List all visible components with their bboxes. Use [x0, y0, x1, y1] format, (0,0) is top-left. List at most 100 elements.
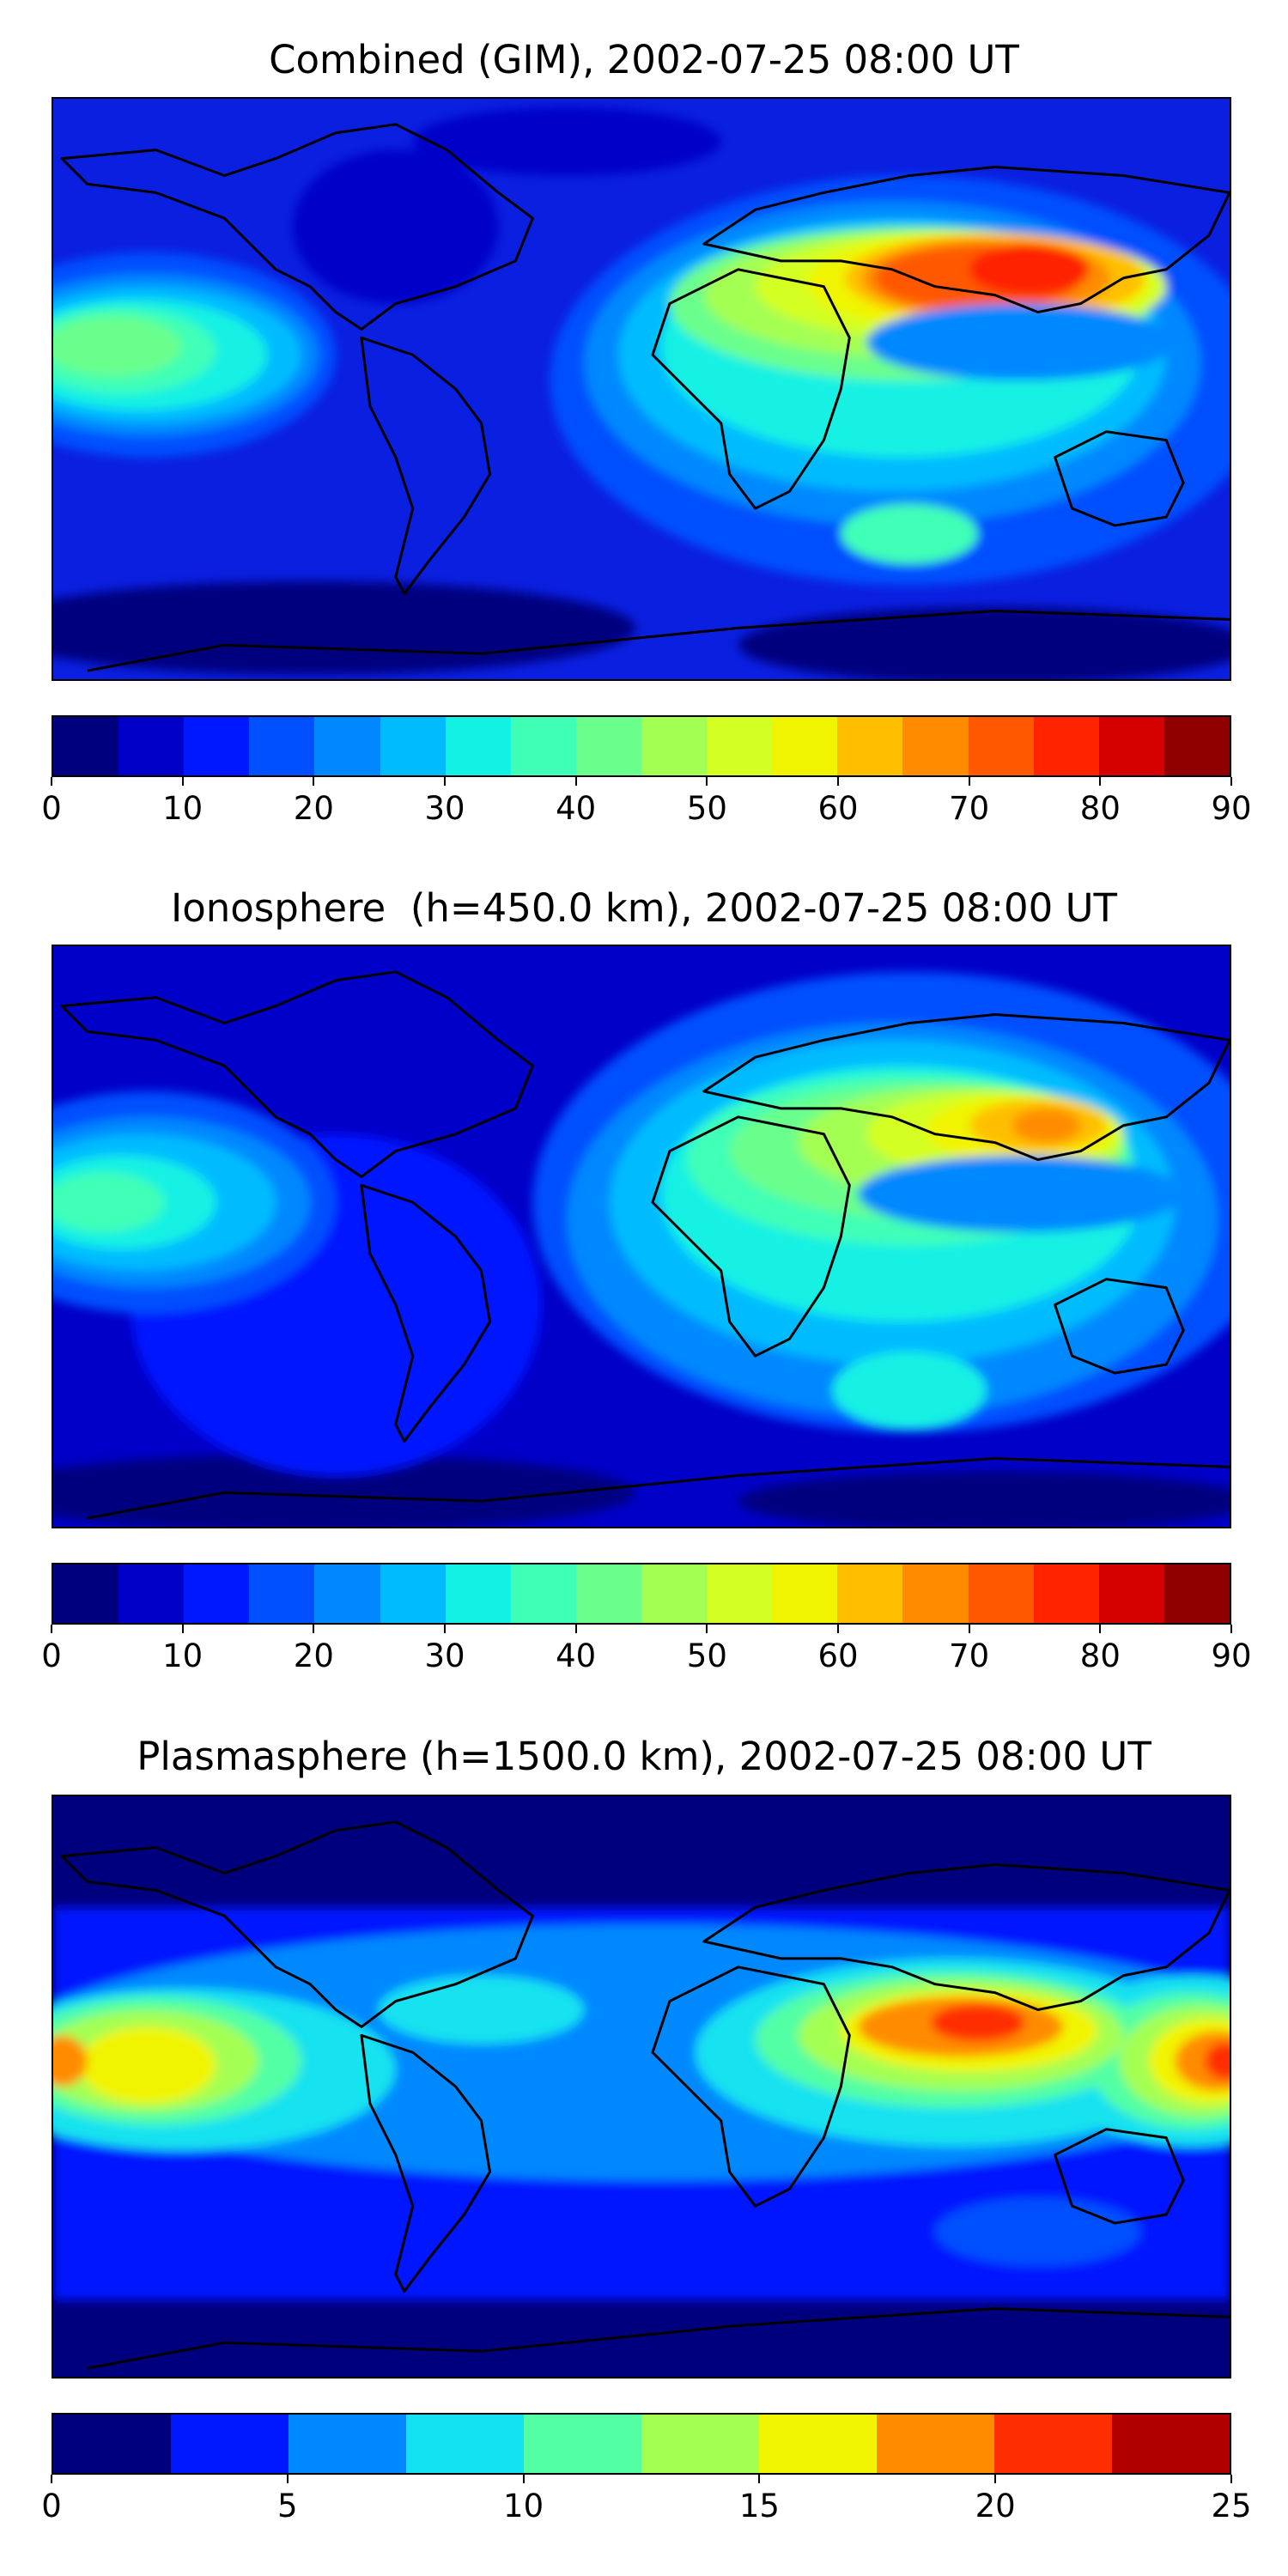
panel-title: Ionosphere (h=450.0 km), 2002-07-25 08:0… [170, 885, 1118, 931]
colorbar-segment [445, 1564, 511, 1623]
colorbar-segment [510, 1564, 576, 1623]
colorbar-tick-label: 20 [293, 1637, 334, 1674]
colorbar-segment [902, 717, 969, 775]
colorbar-tick-label: 25 [1211, 2488, 1252, 2524]
colorbar-tick-mark [1230, 777, 1232, 786]
colorbar-tick-mark [994, 2475, 997, 2483]
panel-title: Plasmasphere (h=1500.0 km), 2002-07-25 0… [137, 1734, 1151, 1779]
colorbar-segment [406, 2415, 524, 2473]
colorbar-tick-label: 20 [293, 790, 334, 827]
colorbar-tick-label: 80 [1079, 1637, 1121, 1674]
colorbar-segment [837, 717, 903, 775]
colorbar-tick-label: 10 [162, 1637, 204, 1674]
colorbar-segment [53, 1564, 119, 1623]
colorbar-tick-mark [444, 777, 446, 786]
colorbar-segment [1098, 717, 1164, 775]
colorbar-segment [759, 2415, 877, 2473]
colorbar-ticks: 0 5 10 15 20 25 [41, 2475, 1252, 2526]
colorbar-segment [1163, 717, 1230, 775]
colorbar-segment [510, 717, 576, 775]
colorbar-segment [118, 717, 185, 775]
colorbar-tick-label: 70 [949, 790, 990, 827]
colorbar [52, 1563, 1231, 1625]
colorbar-segment [445, 717, 511, 775]
colorbar-segment [289, 2415, 406, 2473]
colorbar-segment [772, 1564, 838, 1623]
colorbar-segment [575, 717, 641, 775]
colorbar-tick-mark [51, 2475, 52, 2483]
colorbar-tick-label: 50 [686, 1637, 727, 1674]
colorbar-segment [641, 1564, 708, 1623]
colorbar-ticks: 0 10 20 30 40 50 60 70 80 90 [41, 1625, 1252, 1676]
colorbar-tick-mark [968, 777, 970, 786]
colorbar-tick-label: 70 [949, 1637, 990, 1674]
colorbar-segment [1163, 1564, 1230, 1623]
colorbar-segment [1098, 1564, 1164, 1623]
colorbar-segment [877, 2415, 994, 2473]
colorbar-segment [249, 1564, 315, 1623]
colorbar-tick-mark [968, 1625, 970, 1633]
colorbar-tick-label: 50 [686, 790, 727, 827]
colorbar-tick-mark [51, 777, 52, 786]
colorbar-tick-label: 0 [41, 790, 62, 827]
colorbar-tick-mark [574, 1625, 577, 1633]
colorbar-tick-mark [1099, 777, 1102, 786]
colorbar-ticks: 0 10 20 30 40 50 60 70 80 90 [41, 777, 1252, 829]
colorbar-segment [524, 2415, 641, 2473]
colorbar-segment [968, 717, 1034, 775]
colorbar-tick-mark [181, 1625, 184, 1633]
colorbar-segment [707, 717, 773, 775]
heatmap-map [52, 1795, 1231, 2379]
colorbar-tick-mark [286, 2475, 289, 2483]
colorbar-segment [184, 1564, 250, 1623]
colorbar-segment [707, 1564, 773, 1623]
colorbar-segment [53, 717, 119, 775]
colorbar-tick-mark [1230, 2475, 1232, 2483]
colorbar-tick-label: 15 [738, 2488, 780, 2524]
colorbar-segment [994, 2415, 1112, 2473]
colorbar-segment [53, 2415, 171, 2473]
colorbar-segment [171, 2415, 289, 2473]
heatmap-plot [53, 99, 1230, 679]
colorbar-tick-label: 40 [556, 1637, 597, 1674]
colorbar-tick-label: 40 [556, 790, 597, 827]
colorbar-segment [837, 1564, 903, 1623]
colorbar-tick-label: 60 [817, 1637, 859, 1674]
colorbar-segment [118, 1564, 185, 1623]
colorbar-tick-label: 0 [41, 2488, 62, 2524]
colorbar-tick-mark [706, 1625, 708, 1633]
colorbar-tick-mark [837, 777, 839, 786]
colorbar-tick-mark [444, 1625, 446, 1633]
colorbar-tick-label: 30 [424, 1637, 465, 1674]
colorbar-segment [902, 1564, 969, 1623]
colorbar-tick-mark [181, 777, 184, 786]
colorbar-tick-mark [706, 777, 708, 786]
colorbar-segment [380, 1564, 446, 1623]
panel-title: Combined (GIM), 2002-07-25 08:00 UT [269, 37, 1019, 82]
colorbar-tick-label: 20 [975, 2488, 1016, 2524]
colorbar-tick-label: 60 [817, 790, 859, 827]
colorbar-tick-mark [1099, 1625, 1102, 1633]
heatmap-plot [53, 946, 1230, 1527]
colorbar-tick-mark [51, 1625, 52, 1633]
colorbar-tick-label: 10 [503, 2488, 544, 2524]
colorbar-segment [641, 2415, 759, 2473]
colorbar-segment [1033, 717, 1099, 775]
colorbar-tick-mark [522, 2475, 525, 2483]
colorbar-segment [184, 717, 250, 775]
heatmap-plot [53, 1796, 1230, 2377]
colorbar-tick-mark [313, 1625, 315, 1633]
colorbar-segment [1112, 2415, 1230, 2473]
colorbar-segment [1033, 1564, 1099, 1623]
colorbar-tick-label: 10 [162, 790, 204, 827]
colorbar-tick-mark [574, 777, 577, 786]
colorbar-tick-mark [837, 1625, 839, 1633]
colorbar-tick-mark [758, 2475, 761, 2483]
colorbar-segment [314, 717, 380, 775]
colorbar-segment [314, 1564, 380, 1623]
colorbar-segment [380, 717, 446, 775]
colorbar [52, 2413, 1231, 2475]
colorbar-tick-mark [313, 777, 315, 786]
heatmap-map [52, 97, 1231, 681]
colorbar-segment [772, 717, 838, 775]
